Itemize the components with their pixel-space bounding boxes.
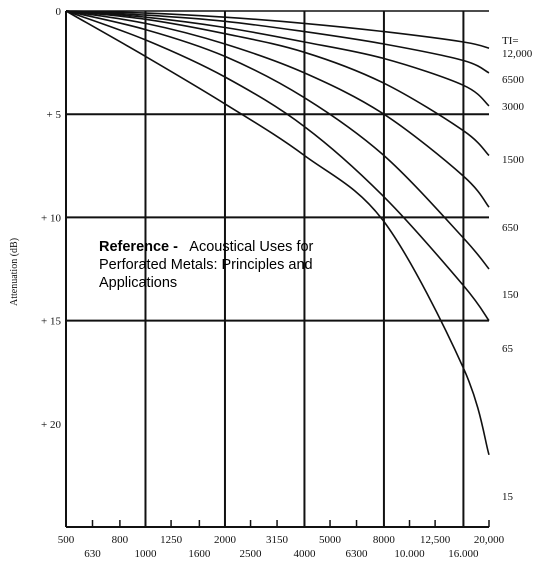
x-tick-label: 500	[58, 534, 75, 546]
y-axis-label: Attenuation (dB)	[9, 238, 20, 306]
x-tick-label: 1000	[134, 548, 157, 560]
curves-layer	[65, 10, 490, 456]
x-tick-label: 630	[84, 548, 101, 560]
x-tick-label: 2000	[214, 534, 237, 546]
x-tick-label: 5000	[319, 534, 342, 546]
y-tick-label: + 10	[41, 212, 61, 224]
x-tick-label: 16.000	[448, 548, 479, 560]
curve-ti-65	[65, 10, 490, 322]
series-label-ti-650: 650	[502, 222, 519, 234]
x-tick-label: 10.000	[394, 548, 425, 560]
series-label-ti-3000: 3000	[502, 101, 525, 113]
reference-note: Reference - Acoustical Uses for Perforat…	[99, 238, 349, 292]
y-tick-label: + 5	[47, 109, 62, 121]
curve-ti-150	[65, 10, 490, 270]
x-tick-label: 6300	[346, 548, 369, 560]
x-tick-label: 1600	[188, 548, 211, 560]
series-label-ti-65: 65	[502, 343, 514, 355]
axes-layer	[65, 10, 490, 528]
curve-ti-15	[65, 10, 490, 456]
series-label-prefix: TI=	[502, 35, 519, 47]
reference-title: Reference -	[99, 239, 178, 255]
x-tick-label: 12,500	[420, 534, 451, 546]
x-tick-label: 1250	[160, 534, 183, 546]
x-tick-label: 4000	[293, 548, 316, 560]
curve-ti-12000	[65, 10, 490, 49]
y-tick-label: + 20	[41, 419, 61, 431]
x-tick-label: 8000	[373, 534, 396, 546]
series-label-ti-150: 150	[502, 289, 519, 301]
series-label-ti-12000: 12,000	[502, 48, 533, 60]
y-tick-label: + 15	[41, 316, 61, 328]
reference-text: Acoustical Uses for Perforated Metals: P…	[99, 239, 314, 291]
x-tick-label: 2500	[240, 548, 263, 560]
curve-ti-3000	[65, 10, 490, 107]
x-tick-label: 800	[112, 534, 129, 546]
y-tick-label: 0	[56, 6, 62, 18]
x-tick-label: 20,000	[474, 534, 505, 546]
x-tick-label: 3150	[266, 534, 289, 546]
series-label-ti-6500: 6500	[502, 74, 525, 86]
series-label-ti-1500: 1500	[502, 154, 525, 166]
curve-ti-1500	[65, 10, 490, 157]
curve-ti-650	[65, 10, 490, 208]
curve-ti-6500	[65, 10, 490, 74]
series-label-ti-15: 15	[502, 491, 514, 503]
